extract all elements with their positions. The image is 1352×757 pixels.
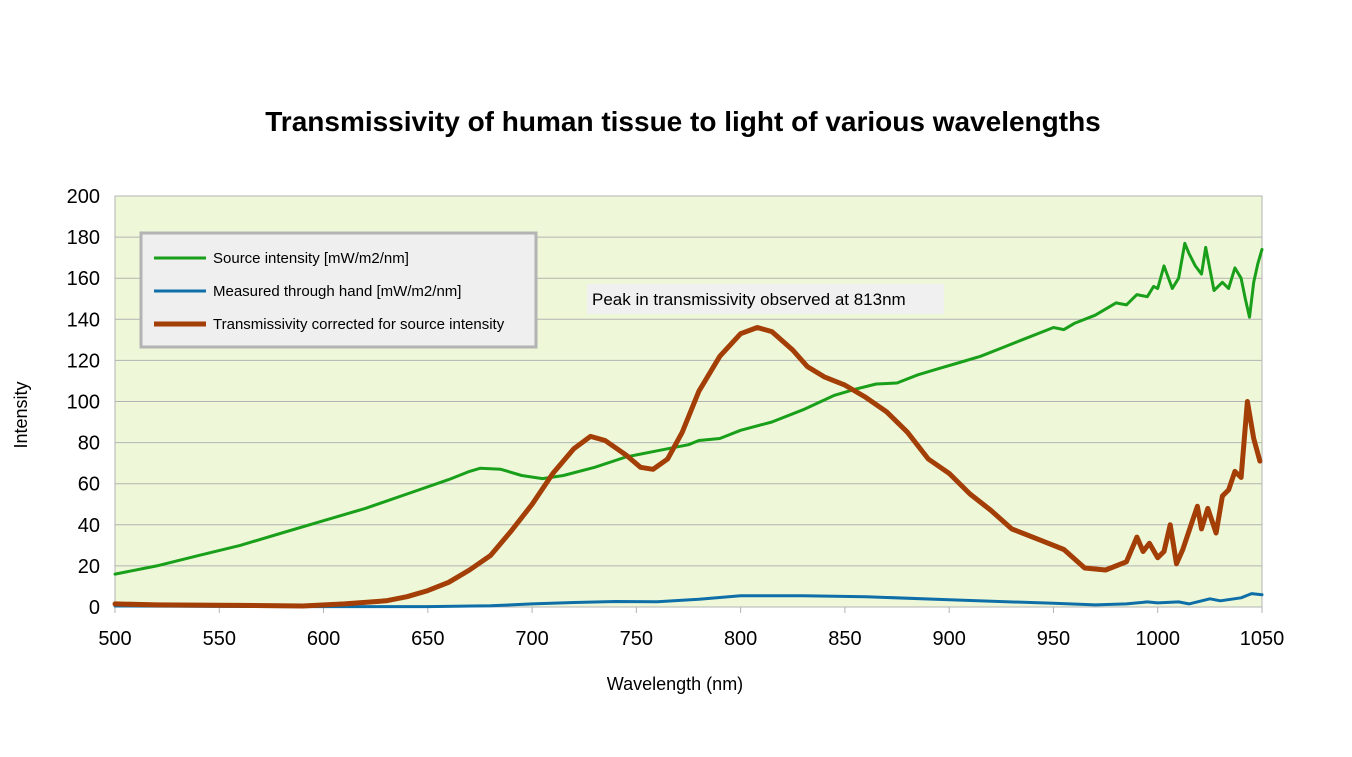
y-tick-label: 180: [67, 227, 100, 249]
y-tick-label: 60: [78, 474, 100, 496]
annotation-text: Peak in transmissivity observed at 813nm: [592, 290, 906, 309]
x-tick-label: 600: [307, 628, 340, 650]
x-tick-label: 550: [203, 628, 236, 650]
annotation: Peak in transmissivity observed at 813nm: [587, 284, 944, 314]
series-line-source-intensity: [113, 241, 1264, 576]
x-tick-label: 950: [1037, 628, 1070, 650]
x-tick-label: 650: [411, 628, 444, 650]
y-tick-label: 80: [78, 433, 100, 455]
y-tick-label: 160: [67, 268, 100, 290]
series-lines: [112, 241, 1264, 609]
x-tick-label: 900: [932, 628, 965, 650]
legend-box: [139, 231, 538, 349]
annotation-box: [587, 284, 944, 314]
y-tick-label: 200: [67, 186, 100, 208]
legend: Source intensity [mW/m2/nm] Measured thr…: [139, 231, 538, 349]
x-tick-label: 800: [724, 628, 757, 650]
x-tick-label: 750: [620, 628, 653, 650]
x-tick-label: 1050: [1240, 628, 1285, 650]
y-axis-label: Intensity: [11, 381, 31, 448]
y-tick-label: 20: [78, 556, 100, 578]
y-tick-label: 140: [67, 309, 100, 331]
x-axis-label: Wavelength (nm): [607, 674, 743, 694]
legend-entry-source: Source intensity [mW/m2/nm]: [213, 250, 409, 267]
series-line-transmissivity: [112, 325, 1263, 609]
x-tick-label: 850: [828, 628, 861, 650]
legend-entry-hand: Measured through hand [mW/m2/nm]: [213, 283, 461, 300]
y-tick-labels: 0 20 40 60 80 100 120 140 160 180 200: [67, 186, 100, 619]
series-line-measured-through-hand: [113, 592, 1264, 609]
x-tick-label: 500: [98, 628, 131, 650]
chart-title: Transmissivity of human tissue to light …: [265, 106, 1101, 137]
x-tick-label: 1000: [1135, 628, 1180, 650]
legend-entry-transmissivity: Transmissivity corrected for source inte…: [213, 316, 505, 333]
y-tick-label: 100: [67, 392, 100, 414]
x-tick-label: 700: [515, 628, 548, 650]
y-tick-label: 120: [67, 350, 100, 372]
y-tick-label: 40: [78, 515, 100, 537]
x-tick-labels: 500 550 600 650 700 750 800 850 900 950 1000 1050: [98, 628, 1284, 650]
y-tick-label: 0: [89, 597, 100, 619]
